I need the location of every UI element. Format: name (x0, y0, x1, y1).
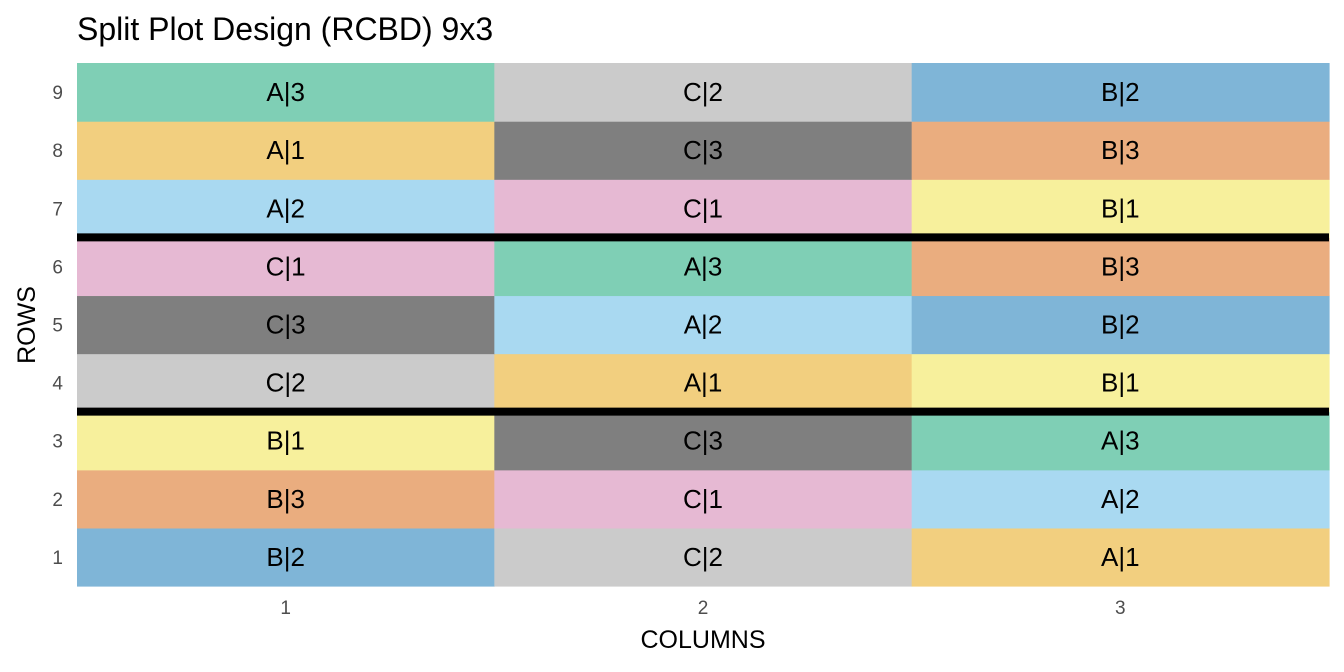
plot-cell-label: B|1 (1101, 193, 1140, 223)
plot-cell-label: A|3 (1101, 426, 1140, 456)
plot-cell (494, 353, 913, 413)
plot-cell-label: A|3 (684, 251, 723, 281)
plot-cell-label: A|2 (266, 193, 305, 223)
y-axis-ticks: 1 2 3 4 5 6 7 8 9 (52, 83, 63, 569)
plot-cell-label: B|1 (266, 426, 305, 456)
plot-cell (77, 237, 495, 297)
plot-cell-label: A|3 (266, 77, 305, 107)
plot-cell (77, 353, 495, 413)
chart-title: Split Plot Design (RCBD) 9x3 (77, 11, 493, 47)
y-tick-label: 7 (52, 199, 63, 220)
plot-cell-label: C|1 (266, 251, 306, 281)
plot-cell-label: B|3 (1101, 251, 1140, 281)
y-tick-label: 2 (52, 490, 63, 511)
plot-cell-label: C|3 (683, 135, 723, 165)
plot-cell-label: A|1 (266, 135, 305, 165)
plot-cell (911, 295, 1330, 355)
y-tick-label: 8 (52, 141, 63, 162)
plot-cell (911, 179, 1330, 238)
plot-cell (77, 63, 495, 122)
plot-cell-label: A|1 (684, 368, 723, 398)
x-axis-title: COLUMNS (640, 626, 765, 654)
plot-cell-label: A|1 (1101, 542, 1140, 572)
x-axis-ticks: 1 2 3 (280, 598, 1125, 619)
y-axis-title: ROWS (13, 286, 41, 364)
plot-cells (77, 63, 1330, 587)
plot-cell-label: A|2 (1101, 484, 1140, 514)
plot-cell (494, 63, 913, 122)
plot-cell-label: B|2 (1101, 310, 1140, 340)
plot-cell-label: B|2 (266, 542, 305, 572)
plot-cell-label: C|3 (683, 426, 723, 456)
plot-cell (494, 295, 913, 355)
plot-cell-labels: B|2 C|2 A|1 B|3 C|1 A|2 B|1 C|3 A|3 C|2 A|1 B|1 C|3 A… (266, 77, 1140, 572)
y-tick-label: 6 (52, 257, 63, 278)
plot-cell-label: B|3 (1101, 135, 1140, 165)
plot-cell-label: C|2 (683, 542, 723, 572)
x-tick-label: 3 (1115, 598, 1126, 619)
x-tick-label: 1 (280, 598, 291, 619)
plot-cell-label: B|2 (1101, 77, 1140, 107)
plot-cell (77, 469, 495, 529)
x-tick-label: 2 (698, 598, 709, 619)
plot-cell (911, 469, 1330, 529)
y-tick-label: 1 (52, 548, 63, 569)
plot-cell (494, 527, 913, 587)
y-tick-label: 5 (52, 316, 63, 337)
plot-cell (494, 121, 913, 180)
plot-cell-label: C|2 (683, 77, 723, 107)
plot-cell (494, 469, 913, 529)
plot-cell-label: B|3 (266, 484, 305, 514)
y-tick-label: 4 (52, 374, 63, 395)
plot-cell (911, 121, 1330, 180)
y-tick-label: 9 (52, 83, 63, 104)
plot-cell-label: C|2 (266, 368, 306, 398)
plot-cell-label: C|1 (683, 484, 723, 514)
plot-cell (494, 411, 913, 471)
plot-cell (911, 527, 1330, 587)
plot-cell-label: C|3 (266, 310, 306, 340)
plot-cell (911, 411, 1330, 471)
plot-cell-label: C|1 (683, 193, 723, 223)
plot-cell (911, 63, 1330, 122)
plot-cell (494, 237, 913, 297)
plot-cell (911, 237, 1330, 297)
plot-cell (77, 527, 495, 587)
block-separators (77, 233, 1329, 416)
plot-cell (77, 179, 495, 238)
plot-cell (911, 353, 1330, 413)
plot-cell-label: B|1 (1101, 368, 1140, 398)
plot-cell-label: A|2 (684, 310, 723, 340)
y-tick-label: 3 (52, 432, 63, 453)
plot-cell (77, 295, 495, 355)
plot-cell (77, 411, 495, 471)
plot-cell (494, 179, 913, 238)
plot-cell (77, 121, 495, 180)
